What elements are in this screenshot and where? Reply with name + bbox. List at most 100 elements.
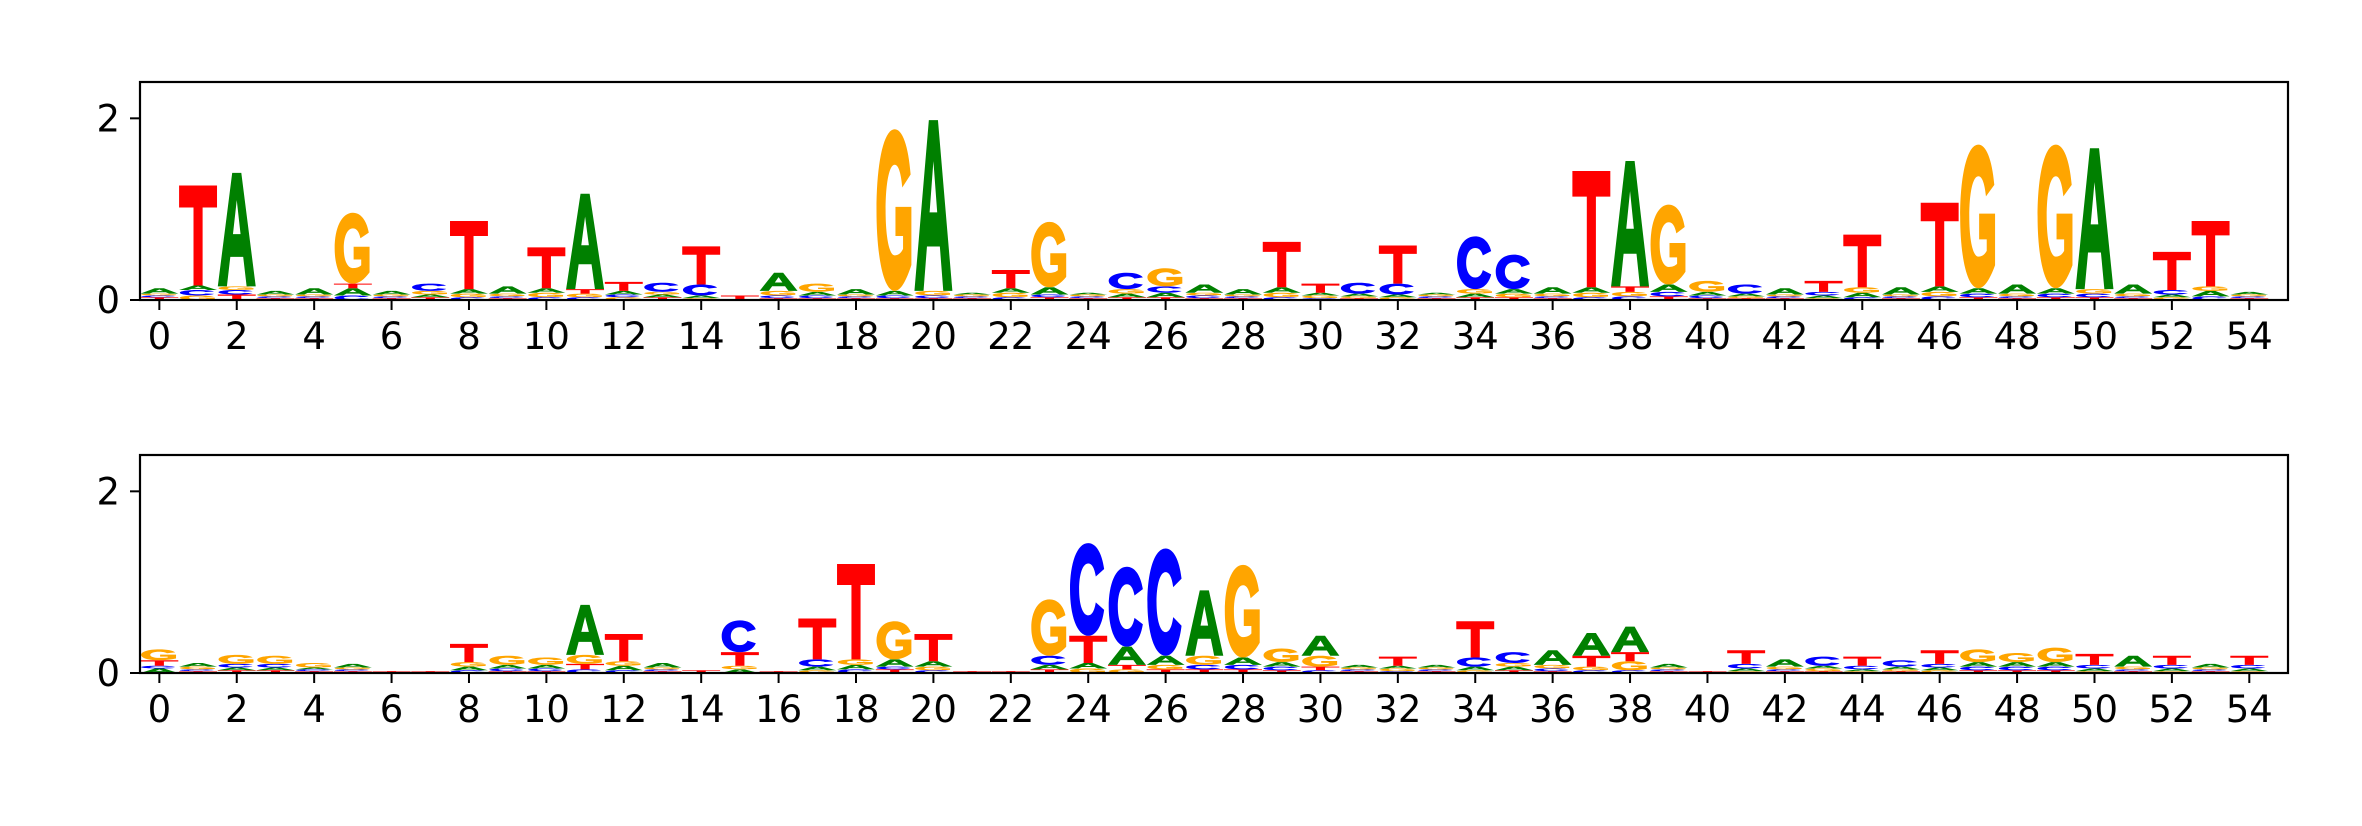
logo-letter-G-pos-53 (2192, 667, 2228, 670)
logo-letter-A-pos-31 (1340, 293, 1379, 297)
logo-letter-C-pos-0 (141, 665, 176, 669)
logo-letter-C-pos-41 (1727, 663, 1763, 669)
logo-letter-A-pos-48 (1998, 284, 2037, 294)
logo-letter-A-pos-9 (488, 664, 527, 669)
logo-letter-A-pos-46 (1920, 667, 1959, 671)
logo-letter-A-pos-16 (759, 272, 798, 291)
logo-letter-G-pos-12 (605, 661, 641, 666)
logo-letter-G-pos-49 (2037, 144, 2073, 289)
logo-letter-G-pos-46 (1921, 291, 1957, 297)
logo-letter-G-pos-39 (1650, 667, 1686, 670)
logo-letter-T-pos-2 (217, 670, 256, 673)
logo-letter-G-pos-8 (450, 293, 486, 298)
x-tick-label: 28 (1219, 688, 1266, 731)
logo-letter-T-pos-52 (2152, 655, 2191, 665)
x-tick-label: 0 (148, 688, 172, 731)
logo-letter-A-pos-24 (1069, 663, 1108, 669)
logo-letter-A-pos-21 (953, 292, 992, 295)
x-tick-label: 4 (302, 315, 326, 358)
logo-letter-A-pos-2 (217, 172, 256, 287)
logo-letter-G-pos-42 (1766, 666, 1802, 670)
logo-letter-T-pos-48 (1998, 670, 2037, 673)
logo-letter-G-pos-41 (1727, 296, 1763, 299)
logo-letter-G-pos-24 (1070, 668, 1105, 673)
logo-letter-A-pos-52 (2152, 294, 2191, 298)
x-tick-label: 10 (523, 315, 570, 358)
logo-letter-A-pos-53 (2191, 663, 2230, 668)
logo-letter-C-pos-19 (876, 666, 911, 670)
x-tick-label: 30 (1297, 315, 1344, 358)
logo-letter-G-pos-31 (1340, 296, 1376, 299)
logo-letter-T-pos-38 (1611, 286, 1650, 292)
logo-letter-T-pos-30 (1301, 666, 1340, 671)
logo-letter-T-pos-14 (682, 246, 721, 285)
logo-letter-G-pos-25 (1108, 289, 1144, 294)
logo-letter-A-pos-32 (1378, 294, 1417, 298)
logo-panel-bottom: 0 2 4 6 8 10 12 14 16 18 20 22 24 26 28 30 32 34 36 38 40 42 4… (96, 453, 2290, 731)
logo-letter-T-pos-1 (179, 185, 218, 286)
logo-letter-A-pos-19 (875, 290, 914, 296)
logo-letter-A-pos-13 (643, 663, 682, 668)
logo-letter-A-pos-52 (2152, 668, 2191, 672)
x-tick-label: 52 (2148, 688, 2195, 731)
logo-letter-C-pos-5 (334, 295, 369, 300)
logo-letter-G-pos-27 (1186, 292, 1222, 296)
logo-letter-T-pos-28 (1224, 669, 1262, 673)
logo-letter-T-pos-23 (1030, 669, 1069, 673)
logo-letter-A-pos-45 (1882, 287, 1920, 295)
logo-letter-A-pos-44 (1843, 292, 1882, 298)
logo-letter-G-pos-8 (450, 662, 486, 667)
logo-letter-C-pos-34 (1457, 236, 1492, 290)
logo-letter-C-pos-2 (218, 663, 253, 668)
logo-letter-A-pos-47 (1959, 662, 1998, 667)
logo-letter-A-pos-43 (1804, 665, 1843, 669)
logo-letter-C-pos-42 (1766, 669, 1801, 672)
logo-letter-T-pos-49 (2036, 297, 2075, 300)
x-tick-label: 6 (380, 315, 404, 358)
logo-letter-C-pos-9 (489, 668, 524, 672)
logo-letter-A-pos-50 (2075, 668, 2114, 672)
x-tick-label: 32 (1374, 688, 1421, 731)
logo-letter-A-pos-0 (140, 668, 179, 673)
logo-letter-A-pos-3 (256, 667, 295, 671)
logo-letter-C-pos-49 (2037, 666, 2072, 671)
logo-letter-G-pos-39 (1650, 204, 1686, 285)
logo-letter-T-pos-34 (1456, 297, 1495, 300)
logo-letter-C-pos-28 (1224, 664, 1259, 670)
logo-letter-A-pos-33 (1417, 664, 1456, 668)
logo-letter-C-pos-46 (1921, 663, 1956, 668)
logo-letter-T-pos-20 (914, 633, 953, 662)
logo-letter-T-pos-3 (256, 670, 295, 673)
logo-letter-A-pos-22 (991, 288, 1030, 293)
logo-letter-A-pos-5 (333, 663, 372, 668)
logo-letter-A-pos-10 (527, 664, 566, 669)
logo-letter-C-pos-27 (1186, 295, 1221, 299)
logo-letter-G-pos-11 (566, 293, 602, 298)
logo-letter-A-pos-26 (1146, 292, 1185, 298)
logo-letter-A-pos-45 (1882, 666, 1920, 670)
logo-letter-T-pos-32 (1378, 245, 1417, 284)
logo-panel-top: 0 2 4 6 8 10 12 14 16 18 20 22 24 26 28 30 32 34 36 38 40 42 4… (96, 80, 2290, 358)
logo-letter-A-pos-23 (1030, 287, 1069, 295)
logo-letter-G-pos-22 (992, 292, 1028, 298)
logo-letter-G-pos-15 (721, 665, 757, 670)
logo-letter-G-pos-30 (1302, 655, 1338, 667)
logo-letter-T-pos-37 (1572, 171, 1611, 288)
x-tick-label: 36 (1529, 688, 1576, 731)
logo-letter-G-pos-34 (1457, 289, 1492, 294)
logo-letter-G-pos-54 (2231, 294, 2266, 297)
logo-letter-G-pos-19 (876, 129, 912, 291)
logo-letter-C-pos-54 (2231, 296, 2266, 299)
logo-letter-A-pos-37 (1572, 633, 1611, 656)
logo-letter-C-pos-53 (2192, 669, 2227, 672)
logo-letter-A-pos-12 (604, 665, 643, 671)
logo-letter-C-pos-47 (1960, 666, 1995, 671)
logo-letter-A-pos-29 (1262, 662, 1301, 667)
logo-letter-G-pos-44 (1844, 287, 1879, 293)
logo-letter-C-pos-43 (1805, 291, 1840, 296)
logo-letter-A-pos-13 (643, 294, 682, 298)
logo-letter-T-pos-46 (1920, 202, 1959, 287)
logo-letter-T-pos-35 (1494, 297, 1533, 300)
logo-letter-A-pos-49 (2036, 662, 2075, 667)
